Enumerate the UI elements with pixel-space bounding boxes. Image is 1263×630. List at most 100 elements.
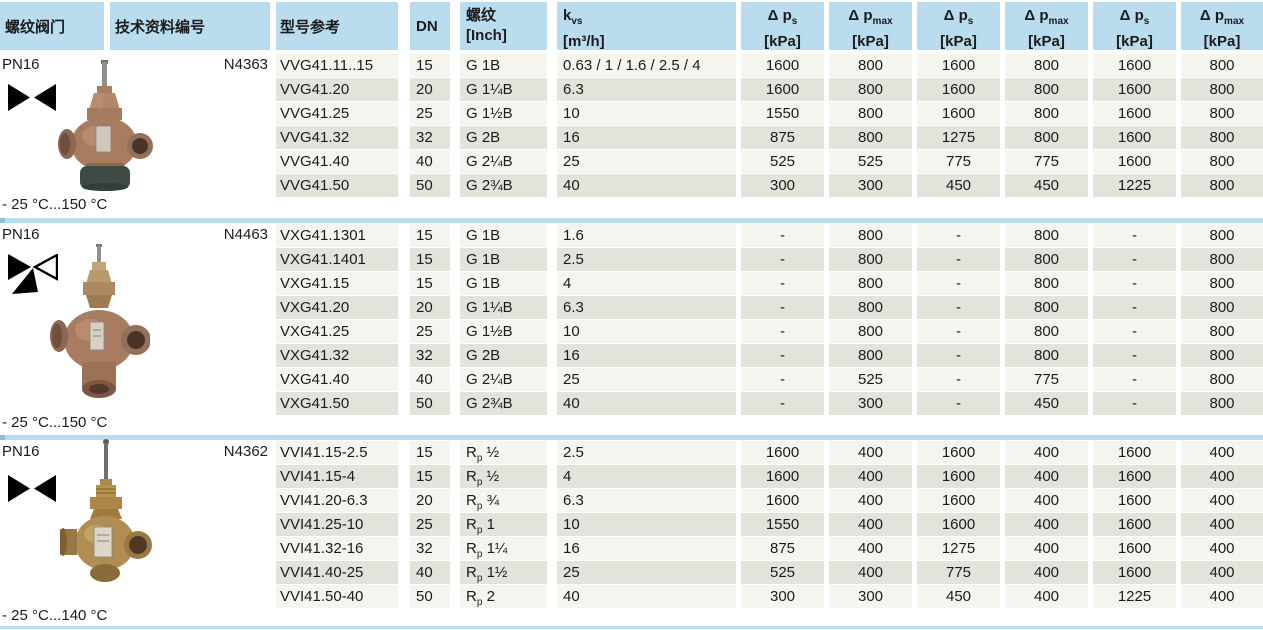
dps-cell: -	[917, 296, 1000, 319]
dn-cell: 15	[410, 441, 450, 464]
dps-cell: 1600	[917, 102, 1000, 125]
thread-cell: G 2¾B	[460, 174, 547, 197]
dps-cell: 1600	[1093, 126, 1176, 149]
thread-cell: Rp ½	[460, 441, 547, 464]
model-cell: VXG41.50	[276, 392, 398, 415]
dps-cell: 1600	[741, 54, 824, 77]
dpmax-cell: 400	[829, 441, 912, 464]
dn-cell: 32	[410, 344, 450, 367]
pn-rating-label: PN16	[2, 56, 40, 73]
dps-cell: 300	[741, 174, 824, 197]
dps-cell: 1600	[741, 78, 824, 101]
data-rows: VXG41.1301 15 G 1B 1.6-800-800-800 VXG41.140…	[276, 224, 1263, 416]
dps-cell: -	[1093, 272, 1176, 295]
three-way-valve-icon	[8, 254, 58, 294]
valve-photo-vvi41	[60, 439, 152, 582]
dpmax-cell: 400	[829, 465, 912, 488]
kvs-cell: 40	[557, 585, 736, 608]
dps-cell: -	[741, 224, 824, 247]
dpmax-cell: 800	[1181, 126, 1263, 149]
dps-cell: 1600	[1093, 561, 1176, 584]
dps-cell: 875	[741, 537, 824, 560]
dn-cell: 15	[410, 224, 450, 247]
dps-cell: -	[917, 344, 1000, 367]
dpmax-cell: 400	[829, 537, 912, 560]
table-header-row: 螺纹阀门 技术资料编号 型号参考 DN 螺纹 [Inch] kvs [m³/h]…	[0, 2, 1263, 50]
kvs-cell: 4	[557, 272, 736, 295]
table-row: VVI41.32-16 32 Rp 1¼ 16 875 400 1275 400 1600 400	[276, 537, 1263, 561]
model-cell: VVI41.25-10	[276, 513, 398, 536]
dpmax-cell: 800	[1181, 272, 1263, 295]
dpmax-cell: 450	[1005, 392, 1088, 415]
model-cell: VXG41.1301	[276, 224, 398, 247]
table-row: VXG41.1401 15 G 1B 2.5-800-800-800	[276, 248, 1263, 272]
kvs-cell: 16	[557, 344, 736, 367]
dps-cell: -	[1093, 392, 1176, 415]
dps-cell: 1600	[1093, 150, 1176, 173]
col-header-doc-number: 技术资料编号	[110, 2, 270, 50]
dps-cell: 775	[917, 150, 1000, 173]
model-cell: VVI41.15-4	[276, 465, 398, 488]
model-cell: VVI41.32-16	[276, 537, 398, 560]
col-header-valve: 螺纹阀门	[0, 2, 104, 50]
model-cell: VVG41.11..15	[276, 54, 398, 77]
dps-cell: -	[1093, 224, 1176, 247]
dpmax-cell: 775	[1005, 368, 1088, 391]
table-row: VVG41.11..15 15 G 1B 0.63 / 1 / 1.6 / 2.5 /…	[276, 54, 1263, 78]
dn-cell: 15	[410, 54, 450, 77]
dps-cell: -	[917, 392, 1000, 415]
table-row: VXG41.20 20 G 1¼B 6.3-800-800-800	[276, 296, 1263, 320]
model-cell: VVI41.15-2.5	[276, 441, 398, 464]
dpmax-cell: 800	[1181, 174, 1263, 197]
kvs-cell: 4	[557, 465, 736, 488]
table-row: VXG41.25 25 G 1½B 10-800-800-800	[276, 320, 1263, 344]
table-row: VVG41.20 20 G 1¼B 6.3 1600 800 1600 800 1600 800	[276, 78, 1263, 102]
dn-cell: 32	[410, 126, 450, 149]
dpmax-cell: 800	[1181, 344, 1263, 367]
dn-cell: 40	[410, 150, 450, 173]
model-cell: VXG41.1401	[276, 248, 398, 271]
dpmax-cell: 800	[829, 296, 912, 319]
col-header-dps-2: Δ ps [kPa]	[917, 2, 1000, 50]
dps-cell: -	[741, 368, 824, 391]
dn-cell: 15	[410, 465, 450, 488]
section-divider	[0, 218, 1263, 223]
thread-cell: G 1B	[460, 224, 547, 247]
dn-cell: 25	[410, 320, 450, 343]
dn-cell: 50	[410, 585, 450, 608]
dpmax-cell: 800	[1005, 344, 1088, 367]
dpmax-cell: 800	[829, 272, 912, 295]
model-cell: VVI41.20-6.3	[276, 489, 398, 512]
dps-cell: 1600	[1093, 102, 1176, 125]
dps-cell: 1550	[741, 102, 824, 125]
dps-cell: 1600	[917, 54, 1000, 77]
dpmax-cell: 800	[1181, 78, 1263, 101]
model-cell: VXG41.40	[276, 368, 398, 391]
table-row: VVI41.40-25 40 Rp 1½ 25 525 400 775 400 1600 400	[276, 561, 1263, 585]
dps-cell: -	[1093, 320, 1176, 343]
model-cell: VVG41.20	[276, 78, 398, 101]
thread-cell: G 1¼B	[460, 296, 547, 319]
section-vvi41: PN16 N4362 VVI41.15-2.5 15 Rp ½ 2.5	[0, 439, 1263, 609]
col-header-kvs: kvs [m³/h]	[557, 2, 736, 50]
dps-cell: -	[741, 320, 824, 343]
table-row: VVG41.32 32 G 2B 16 875 800 1275 800 1600 800	[276, 126, 1263, 150]
dpmax-cell: 800	[1005, 126, 1088, 149]
dps-cell: 1600	[1093, 54, 1176, 77]
dps-cell: 1600	[1093, 441, 1176, 464]
dn-cell: 25	[410, 102, 450, 125]
bottom-divider	[0, 626, 1263, 629]
kvs-cell: 6.3	[557, 296, 736, 319]
dps-cell: 1600	[917, 465, 1000, 488]
dpmax-cell: 400	[1005, 489, 1088, 512]
thread-cell: G 1¼B	[460, 78, 547, 101]
dpmax-cell: 800	[829, 344, 912, 367]
dpmax-cell: 450	[1005, 174, 1088, 197]
kvs-cell: 6.3	[557, 489, 736, 512]
dps-cell: -	[917, 320, 1000, 343]
model-cell: VVG41.32	[276, 126, 398, 149]
kvs-cell: 40	[557, 392, 736, 415]
kvs-cell: 16	[557, 537, 736, 560]
data-rows: VVI41.15-2.5 15 Rp ½ 2.5 1600 400 1600 400 1600 4…	[276, 441, 1263, 609]
